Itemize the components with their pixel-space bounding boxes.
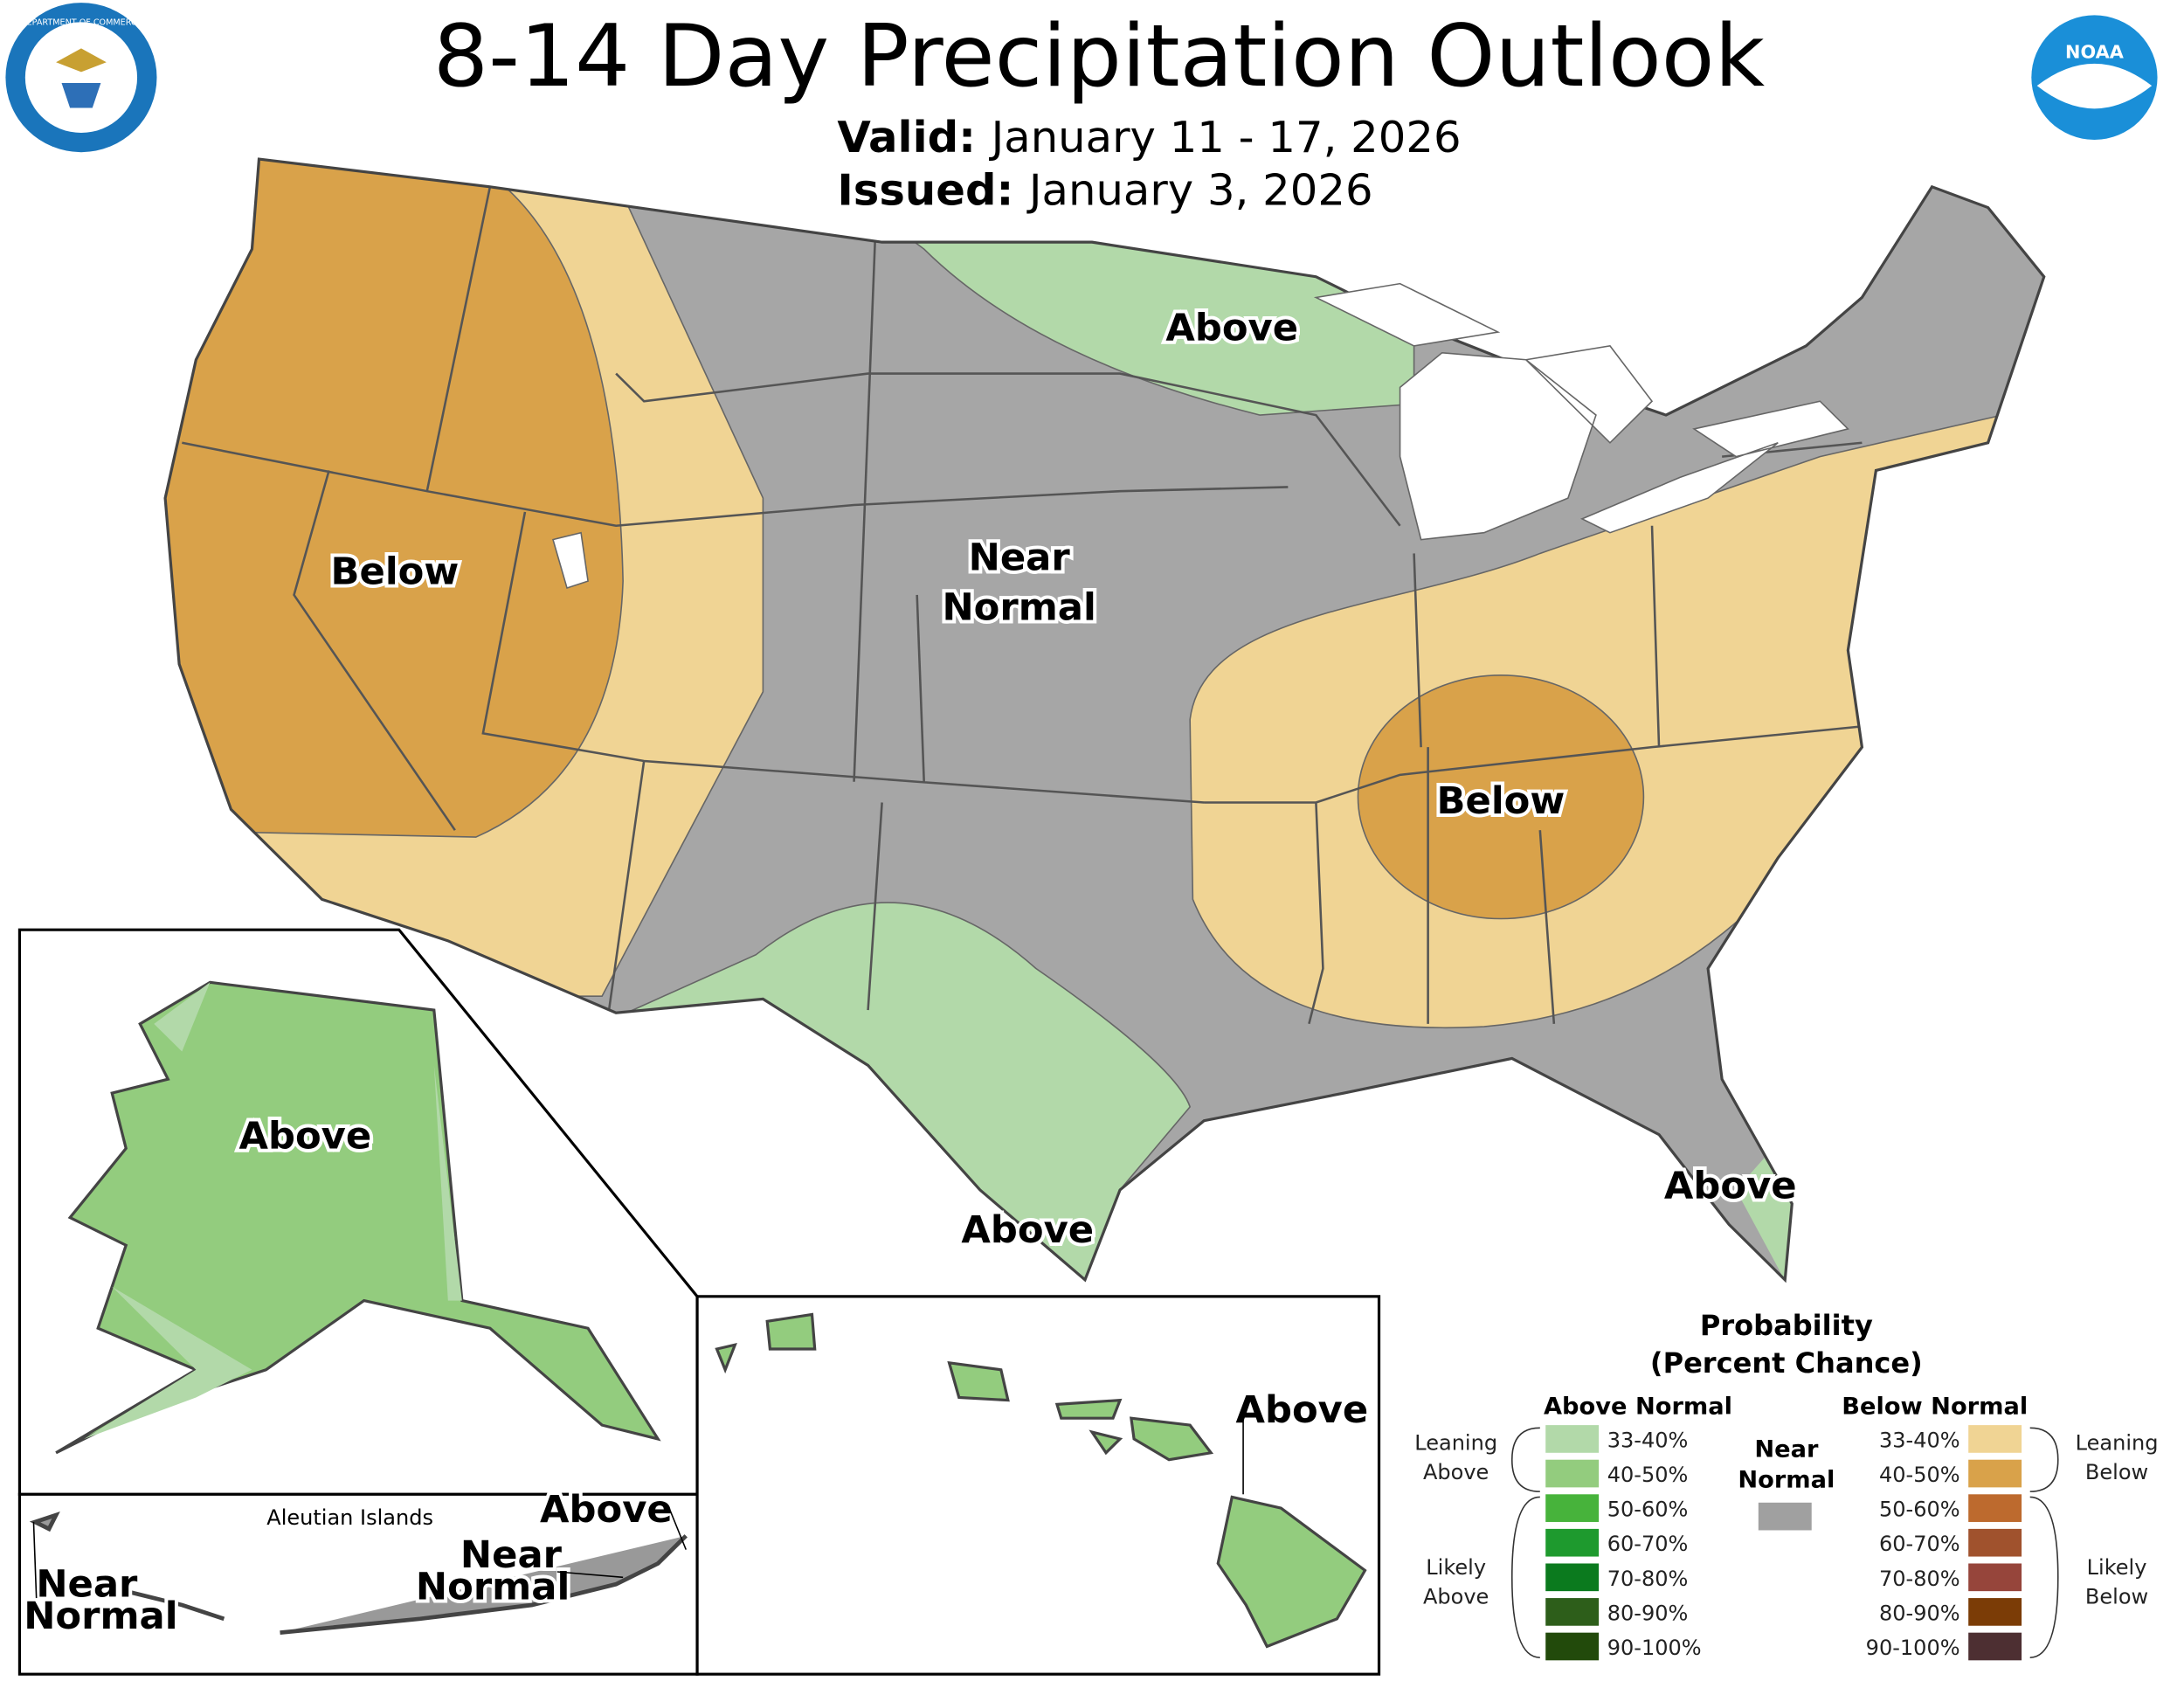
logo-text: NOAA <box>2065 42 2124 63</box>
region-label: Normal <box>24 1595 177 1638</box>
logo-text: DEPARTMENT OF COMMERCE <box>20 18 142 28</box>
region-label: Normal <box>942 586 1095 630</box>
valid-dates: January 11 - 17, 2026 <box>989 112 1462 163</box>
state-borders <box>182 186 1863 1025</box>
legend-label: 70-80% <box>1607 1567 1689 1591</box>
legend-group: Leaning <box>1414 1431 1497 1456</box>
region-label: Near <box>460 1533 563 1577</box>
legend-label: 60-70% <box>1607 1532 1689 1556</box>
legend-label: 40-50% <box>1879 1463 1960 1487</box>
region-label: Above <box>540 1488 673 1532</box>
legend-title: (Percent Chance) <box>1650 1346 1923 1380</box>
legend-swatch <box>1545 1425 1600 1453</box>
legend-group: Above <box>1423 1585 1489 1609</box>
legend-label: 90-100% <box>1866 1636 1960 1660</box>
region-label: Above <box>1664 1165 1797 1208</box>
legend-header: Above Normal <box>1544 1394 1732 1421</box>
legend-swatch <box>1968 1528 2022 1557</box>
legend-label: 70-80% <box>1879 1567 1960 1591</box>
legend: Probability (Percent Chance) Above Normal B… <box>1414 1309 2159 1661</box>
legend-label: 40-50% <box>1607 1463 1689 1487</box>
region-label: Above <box>1236 1388 1369 1432</box>
legend-label: 33-40% <box>1607 1429 1689 1453</box>
lakes <box>552 282 1849 590</box>
region-label: Above <box>239 1115 372 1159</box>
alaska-inset: Above <box>17 928 699 1496</box>
legend-label: 50-60% <box>1879 1498 1960 1522</box>
region-label: Below <box>331 550 460 594</box>
legend-swatch <box>1968 1563 2022 1592</box>
legend-swatch <box>1968 1459 2022 1488</box>
region-leaning-above <box>601 902 1192 1280</box>
legend-label: 60-70% <box>1879 1532 1960 1556</box>
legend-header: Below Normal <box>1842 1394 2028 1421</box>
legend-group: Below <box>2085 1585 2148 1609</box>
legend-group: Likely <box>1426 1555 1486 1580</box>
legend-swatch <box>1545 1632 1600 1661</box>
legend-label: 80-90% <box>1607 1602 1689 1626</box>
legend-swatch <box>1545 1459 1600 1488</box>
commerce-logo: DEPARTMENT OF COMMERCE <box>5 3 157 153</box>
region-label: Above <box>961 1208 1094 1252</box>
conus <box>165 159 2044 1280</box>
legend-swatch <box>1758 1502 1812 1531</box>
legend-swatch <box>1545 1494 1600 1522</box>
noaa-logo: NOAA <box>2031 15 2158 140</box>
valid-label: Valid: <box>837 112 976 163</box>
legend-brace <box>1510 1427 2059 1658</box>
legend-group: Likely <box>2087 1555 2147 1580</box>
legend-label: 50-60% <box>1607 1498 1689 1522</box>
legend-swatch <box>1545 1563 1600 1592</box>
legend-swatch <box>1968 1632 2022 1661</box>
legend-label: Near <box>1754 1436 1819 1463</box>
legend-title: Probability <box>1700 1309 1873 1342</box>
legend-group: Leaning <box>2076 1431 2159 1456</box>
region-below <box>165 159 624 838</box>
hawaii-inset: Above <box>695 1295 1381 1676</box>
aleutians-inset: Aleutian Islands Above Near Normal Near … <box>17 1484 699 1676</box>
legend-swatch <box>1968 1494 2022 1522</box>
legend-label: 80-90% <box>1879 1602 1960 1626</box>
legend-label: Normal <box>1738 1467 1835 1494</box>
legend-swatch <box>1545 1528 1600 1557</box>
region-label: Near <box>969 536 1071 580</box>
legend-swatch <box>1968 1425 2022 1453</box>
region-label: Above <box>1165 307 1298 350</box>
issued-date: January 3, 2026 <box>1026 165 1373 216</box>
legend-group: Below <box>2085 1460 2148 1484</box>
legend-group: Above <box>1423 1460 1489 1484</box>
issued-label: Issued: <box>837 165 1013 216</box>
legend-swatch <box>1545 1598 1600 1626</box>
legend-label: 90-100% <box>1607 1636 1702 1660</box>
title: 8-14 Day Precipitation Outlook <box>433 7 1765 107</box>
legend-label: 33-40% <box>1879 1429 1960 1453</box>
legend-swatch <box>1968 1598 2022 1626</box>
region-label: Below <box>1437 779 1565 823</box>
region-label: Near <box>36 1563 138 1607</box>
inset-title: Aleutian Islands <box>266 1505 433 1530</box>
region-below <box>1357 675 1645 920</box>
region-label: Normal <box>416 1566 570 1609</box>
